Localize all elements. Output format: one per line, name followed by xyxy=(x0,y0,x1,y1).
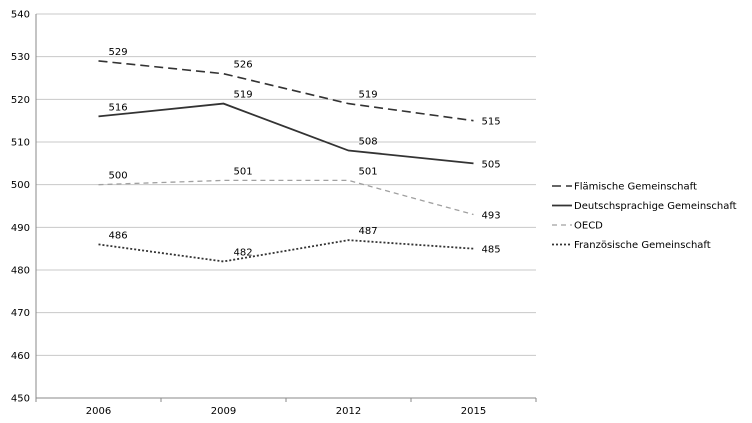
data-label: 500 xyxy=(109,171,128,182)
data-label: 485 xyxy=(482,245,501,256)
y-tick-label: 480 xyxy=(11,266,30,277)
legend-label: Französische Gemeinschaft xyxy=(574,240,711,251)
x-tick-label: 2012 xyxy=(336,406,361,417)
data-label: 519 xyxy=(359,90,378,101)
data-label: 482 xyxy=(234,247,253,258)
series-layer xyxy=(98,60,474,263)
y-tick-label: 460 xyxy=(11,351,30,362)
y-tick-label: 470 xyxy=(11,308,30,319)
y-tick-label: 510 xyxy=(11,138,30,149)
data-label: 529 xyxy=(109,47,128,58)
y-tick-label: 490 xyxy=(11,223,30,234)
y-tick-label: 530 xyxy=(11,52,30,63)
x-tick-label: 2009 xyxy=(211,406,236,417)
data-labels: 529 526 519 515 516 519 508 505 500 501 501 493 486 4… xyxy=(109,47,501,259)
data-label: 501 xyxy=(359,166,378,177)
axes: 450 460 470 480 490 500 510 520 530 540 2006 2009 20… xyxy=(11,10,537,417)
x-tick-label: 2006 xyxy=(86,406,111,417)
x-tick-label: 2015 xyxy=(461,406,486,417)
legend-label: OECD xyxy=(574,221,603,232)
series-line xyxy=(98,60,474,122)
data-label: 487 xyxy=(359,226,378,237)
grid-lines xyxy=(36,13,536,399)
data-label: 519 xyxy=(234,90,253,101)
y-tick-label: 450 xyxy=(11,394,30,405)
data-label: 516 xyxy=(109,102,128,113)
data-label: 508 xyxy=(359,137,378,148)
series-line xyxy=(98,102,474,165)
data-label: 505 xyxy=(482,159,501,170)
data-label: 486 xyxy=(109,230,128,241)
data-label: 493 xyxy=(482,211,501,222)
data-label: 501 xyxy=(234,166,253,177)
data-label: 526 xyxy=(234,60,253,71)
series-line xyxy=(98,239,474,263)
y-tick-label: 500 xyxy=(11,180,30,191)
y-tick-label: 520 xyxy=(11,95,30,106)
data-label: 515 xyxy=(482,117,501,128)
series-line xyxy=(98,179,474,216)
legend-label: Deutschsprachige Gemeinschaft xyxy=(574,201,737,212)
y-tick-label: 540 xyxy=(11,10,30,21)
legend-label: Flämische Gemeinschaft xyxy=(574,182,697,193)
legend: Flämische Gemeinschaft Deutschsprachige G… xyxy=(552,182,737,251)
